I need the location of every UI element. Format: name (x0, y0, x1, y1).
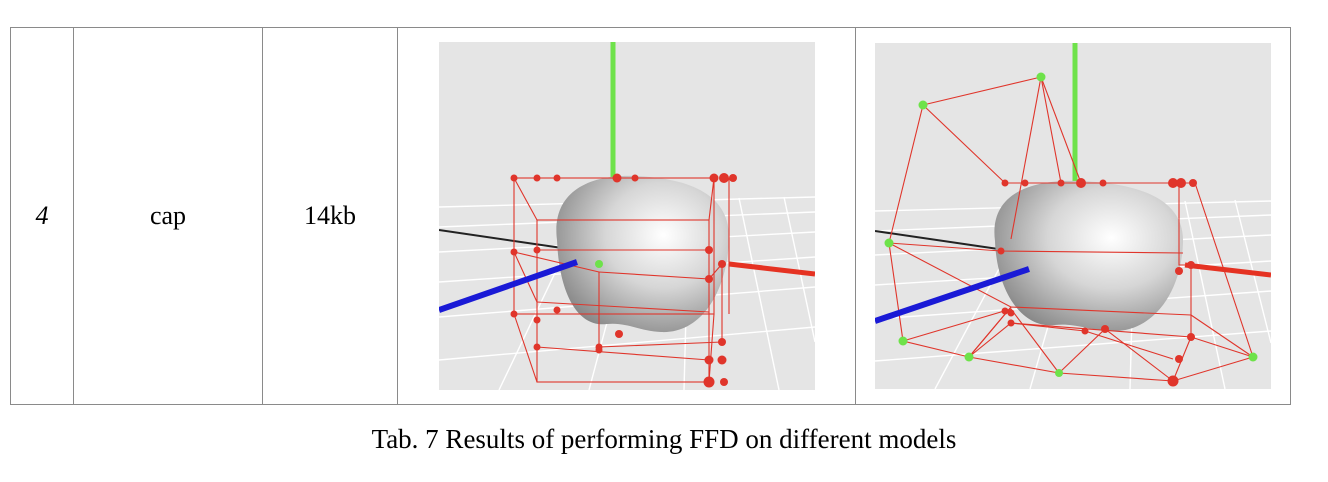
model-name-cell: cap (73, 27, 263, 405)
deformed-ffd-render (875, 43, 1271, 389)
model-size-cell: 14kb (262, 27, 398, 405)
x-axis (728, 261, 815, 277)
black-axis (438, 229, 569, 250)
table-caption: Tab. 7 Results of performing FFD on diff… (371, 424, 957, 454)
deformed-model-cell (855, 27, 1291, 405)
table-row: 4 cap 14kb (10, 27, 1291, 405)
model-id-cell: 4 (10, 27, 74, 405)
original-model-cell (397, 27, 856, 405)
results-table: 4 cap 14kb (10, 27, 1291, 405)
black-axis (875, 230, 1006, 251)
selected-control-point (594, 260, 603, 268)
z-axis (875, 266, 1030, 324)
z-axis (438, 259, 578, 313)
control-lattice (512, 177, 730, 383)
original-ffd-render (438, 42, 815, 390)
cap-model (994, 180, 1184, 332)
moved-control-points (884, 72, 1258, 377)
lattice-points (510, 173, 737, 388)
x-axis (1184, 262, 1271, 278)
